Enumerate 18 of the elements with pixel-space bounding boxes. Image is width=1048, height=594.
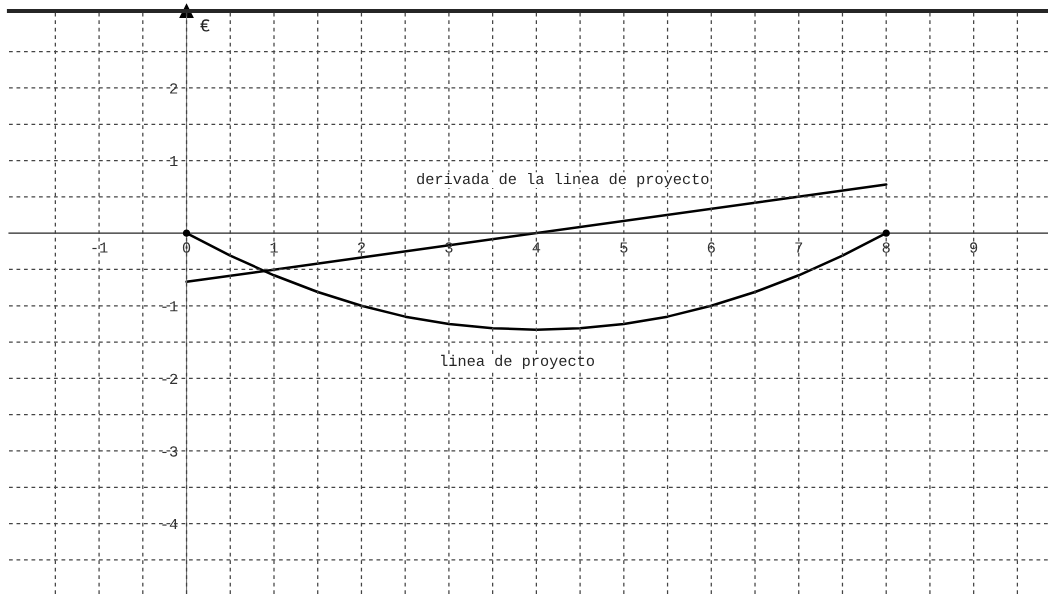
x-tick-label: 7 bbox=[795, 242, 803, 253]
x-tick-label: -1 bbox=[92, 242, 108, 253]
x-tick-label: 5 bbox=[620, 242, 628, 253]
x-tick-label: 8 bbox=[882, 242, 890, 253]
y-axis-title: € bbox=[200, 19, 210, 32]
annotation: linea de proyecto bbox=[441, 354, 595, 370]
annotation: derivada de la linea de proyecto bbox=[417, 172, 709, 188]
x-tick-label: 6 bbox=[707, 242, 715, 253]
x-tick-label: 1 bbox=[270, 242, 278, 253]
y-tick-label: -1 bbox=[162, 301, 178, 312]
x-tick-label: 9 bbox=[970, 242, 978, 253]
y-tick-label: -3 bbox=[162, 446, 178, 457]
y-tick-label: 1 bbox=[170, 156, 178, 167]
x-tick-label: 4 bbox=[532, 242, 541, 253]
y-tick-label: 2 bbox=[170, 83, 178, 94]
x-tick-label: 2 bbox=[357, 242, 365, 253]
y-tick-label: -2 bbox=[162, 373, 178, 384]
y-tick-label: -4 bbox=[162, 519, 178, 530]
